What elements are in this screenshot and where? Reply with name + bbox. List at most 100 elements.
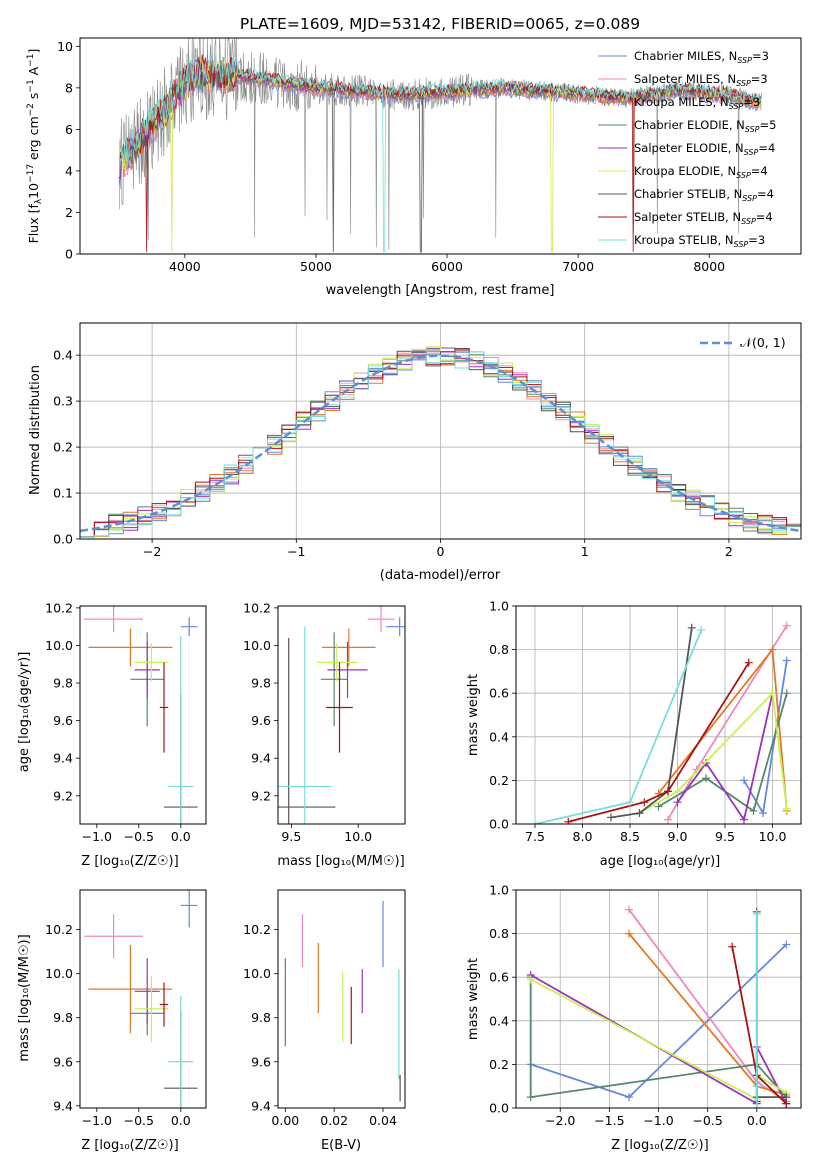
legend-label-salpeter_elodie: Salpeter ELODIE, NSSP=4 [634,141,775,157]
legend-text: =4 [758,141,775,155]
legend-subscript: SSP [736,171,751,180]
x-tick-label: 0.0 [747,1113,767,1128]
x-tick-label: 7000 [562,259,594,274]
x-tick-label: 0.00 [271,1113,299,1128]
axes-frame [79,889,207,1109]
x-tick-label: 1 [581,544,589,559]
legend-label-salpeter_miles: Salpeter MILES, NSSP=3 [634,72,768,88]
weight-vs-Z-y-label: mass weight [466,958,481,1040]
plot-inner [284,901,401,1102]
y-tick-label: 0.2 [489,1057,509,1072]
weight-marker-chabrier_miles [759,809,767,818]
x-tick-label: −1.0 [643,1113,673,1128]
spectrum-y-label: Flux [fλ10−17 erg cm−2 s−1 A−1] [26,49,44,244]
spectrum-ylabel-sub: λ [34,198,44,204]
y-tick-label: 2 [65,205,73,220]
spectrum-ylabel-sup: −1 [26,54,36,67]
plot-inner [80,323,801,539]
weight-marker-kroupa_stelib [752,1104,761,1108]
x-tick-label: −0.5 [692,1113,722,1128]
y-tick-label: 8 [65,80,73,95]
x-tick-label: 7.5 [525,829,545,844]
spectrum-x-label: wavelength [Angstrom, rest frame] [326,283,555,298]
y-tick-label: 9.4 [53,1098,73,1113]
y-tick-label: 9.8 [53,676,73,691]
spectrum-ylabel-part: erg cm [26,116,41,164]
plot-inner [278,606,405,824]
y-tick-label: 9.4 [251,751,271,766]
y-tick-label: 0.0 [489,817,509,832]
y-tick-label: 9.2 [251,788,271,803]
y-tick-label: 0 [65,247,73,262]
weight-marker-salpeter_miles [625,905,634,914]
legend-text: Chabrier ELODIE, N [634,118,745,132]
x-tick-label: −2.0 [545,1113,575,1128]
axes-frame [515,889,802,1109]
weight-marker-salpeter_stelib [728,942,737,951]
age-vs-Z-x-label: Z [log₁₀(Z/Z☉)] [81,854,178,869]
y-tick-label: 0.0 [53,532,73,547]
spectrum-ylabel-part: A [26,66,41,79]
weight-marker-salpeter_miles [782,621,791,630]
y-tick-label: 0.8 [489,926,509,941]
axes-frame [79,605,207,825]
legend-subscript: SSP [736,79,751,88]
spectrum-ylabel-part: s [26,93,41,104]
weight-marker-chabrier_elodie [749,806,758,815]
y-tick-label: 1.0 [489,599,509,614]
y-tick-label: 9.2 [53,788,73,803]
x-tick-label: 10.0 [344,829,372,844]
y-tick-label: 0.1 [53,486,73,501]
y-tick-label: 9.6 [251,1054,271,1069]
legend-text: Chabrier STELIB, N [634,187,742,201]
weight-marker-chabrier_stelib [635,809,644,818]
y-tick-label: 0.4 [489,729,509,744]
y-tick-label: 4 [65,163,73,178]
weight-line-chabrier_stelib [610,627,693,819]
legend-text: Kroupa STELIB, N [634,233,734,247]
residual-histogram-salpeter_stelib [80,350,801,538]
legend-label-kroupa_stelib: Kroupa STELIB, NSSP=3 [634,233,765,249]
legend-text: =5 [760,118,777,132]
weight-marker-salpeter_stelib [782,1099,791,1108]
weight-vs-age-y-label: mass weight [466,674,481,756]
weight-marker-kroupa_elodie [782,804,791,813]
y-tick-label: 9.6 [53,1054,73,1069]
legend-subscript: SSP [729,102,744,111]
axes-frame [277,889,406,1109]
weight-marker-salpeter_stelib [640,798,649,807]
weight-marker-chabrier_miles [782,656,791,665]
x-tick-label: −0.5 [124,829,154,844]
weight-marker-kroupa_stelib [531,820,539,824]
residuals-y-label: Normed distribution [28,365,43,495]
x-tick-label: 0.0 [171,829,191,844]
legend-text: Chabrier MILES, N [634,49,737,63]
legend-text: =3 [743,95,760,109]
weight-marker-chabrier_stelib [687,623,696,632]
weight-marker-kroupa_stelib [697,625,706,634]
x-tick-label: 9.5 [715,829,735,844]
weight-marker-kroupa_miles [768,645,777,654]
legend-subscript: SSP [742,194,757,203]
y-tick-label: 0.2 [53,440,73,455]
axes-frame [515,605,802,825]
weight-marker-salpeter_miles [664,815,672,824]
figure-title: PLATE=1609, MJD=53142, FIBERID=0065, z=0… [240,15,640,33]
plot-inner [516,890,801,1108]
y-tick-label: 10.0 [45,638,73,653]
weight-marker-salpeter_stelib [744,658,753,667]
legend-subscript: SSP [741,217,756,226]
spectrum-panel: PLATE=1609, MJD=53142, FIBERID=0065, z=0… [26,15,802,298]
y-tick-label: 0.4 [489,1013,509,1028]
normal-distribution-curve [80,354,801,533]
age-vs-mass-x-label: mass [log₁₀(M/M☉)] [277,854,404,869]
legend-label-chabrier_stelib: Chabrier STELIB, NSSP=4 [634,187,774,203]
x-tick-label: 5000 [300,259,332,274]
weight-marker-salpeter_stelib [664,787,672,796]
weight-line-chabrier_elodie [658,692,788,813]
svg-text:Flux [fλ10−17 erg cm−2 s−1 A−1: Flux [fλ10−17 erg cm−2 s−1 A−1] [26,49,44,244]
y-tick-label: 10.0 [243,966,271,981]
weight-marker-chabrier_elodie [654,802,663,811]
spectrum-ylabel-part: Flux [f [26,204,41,244]
